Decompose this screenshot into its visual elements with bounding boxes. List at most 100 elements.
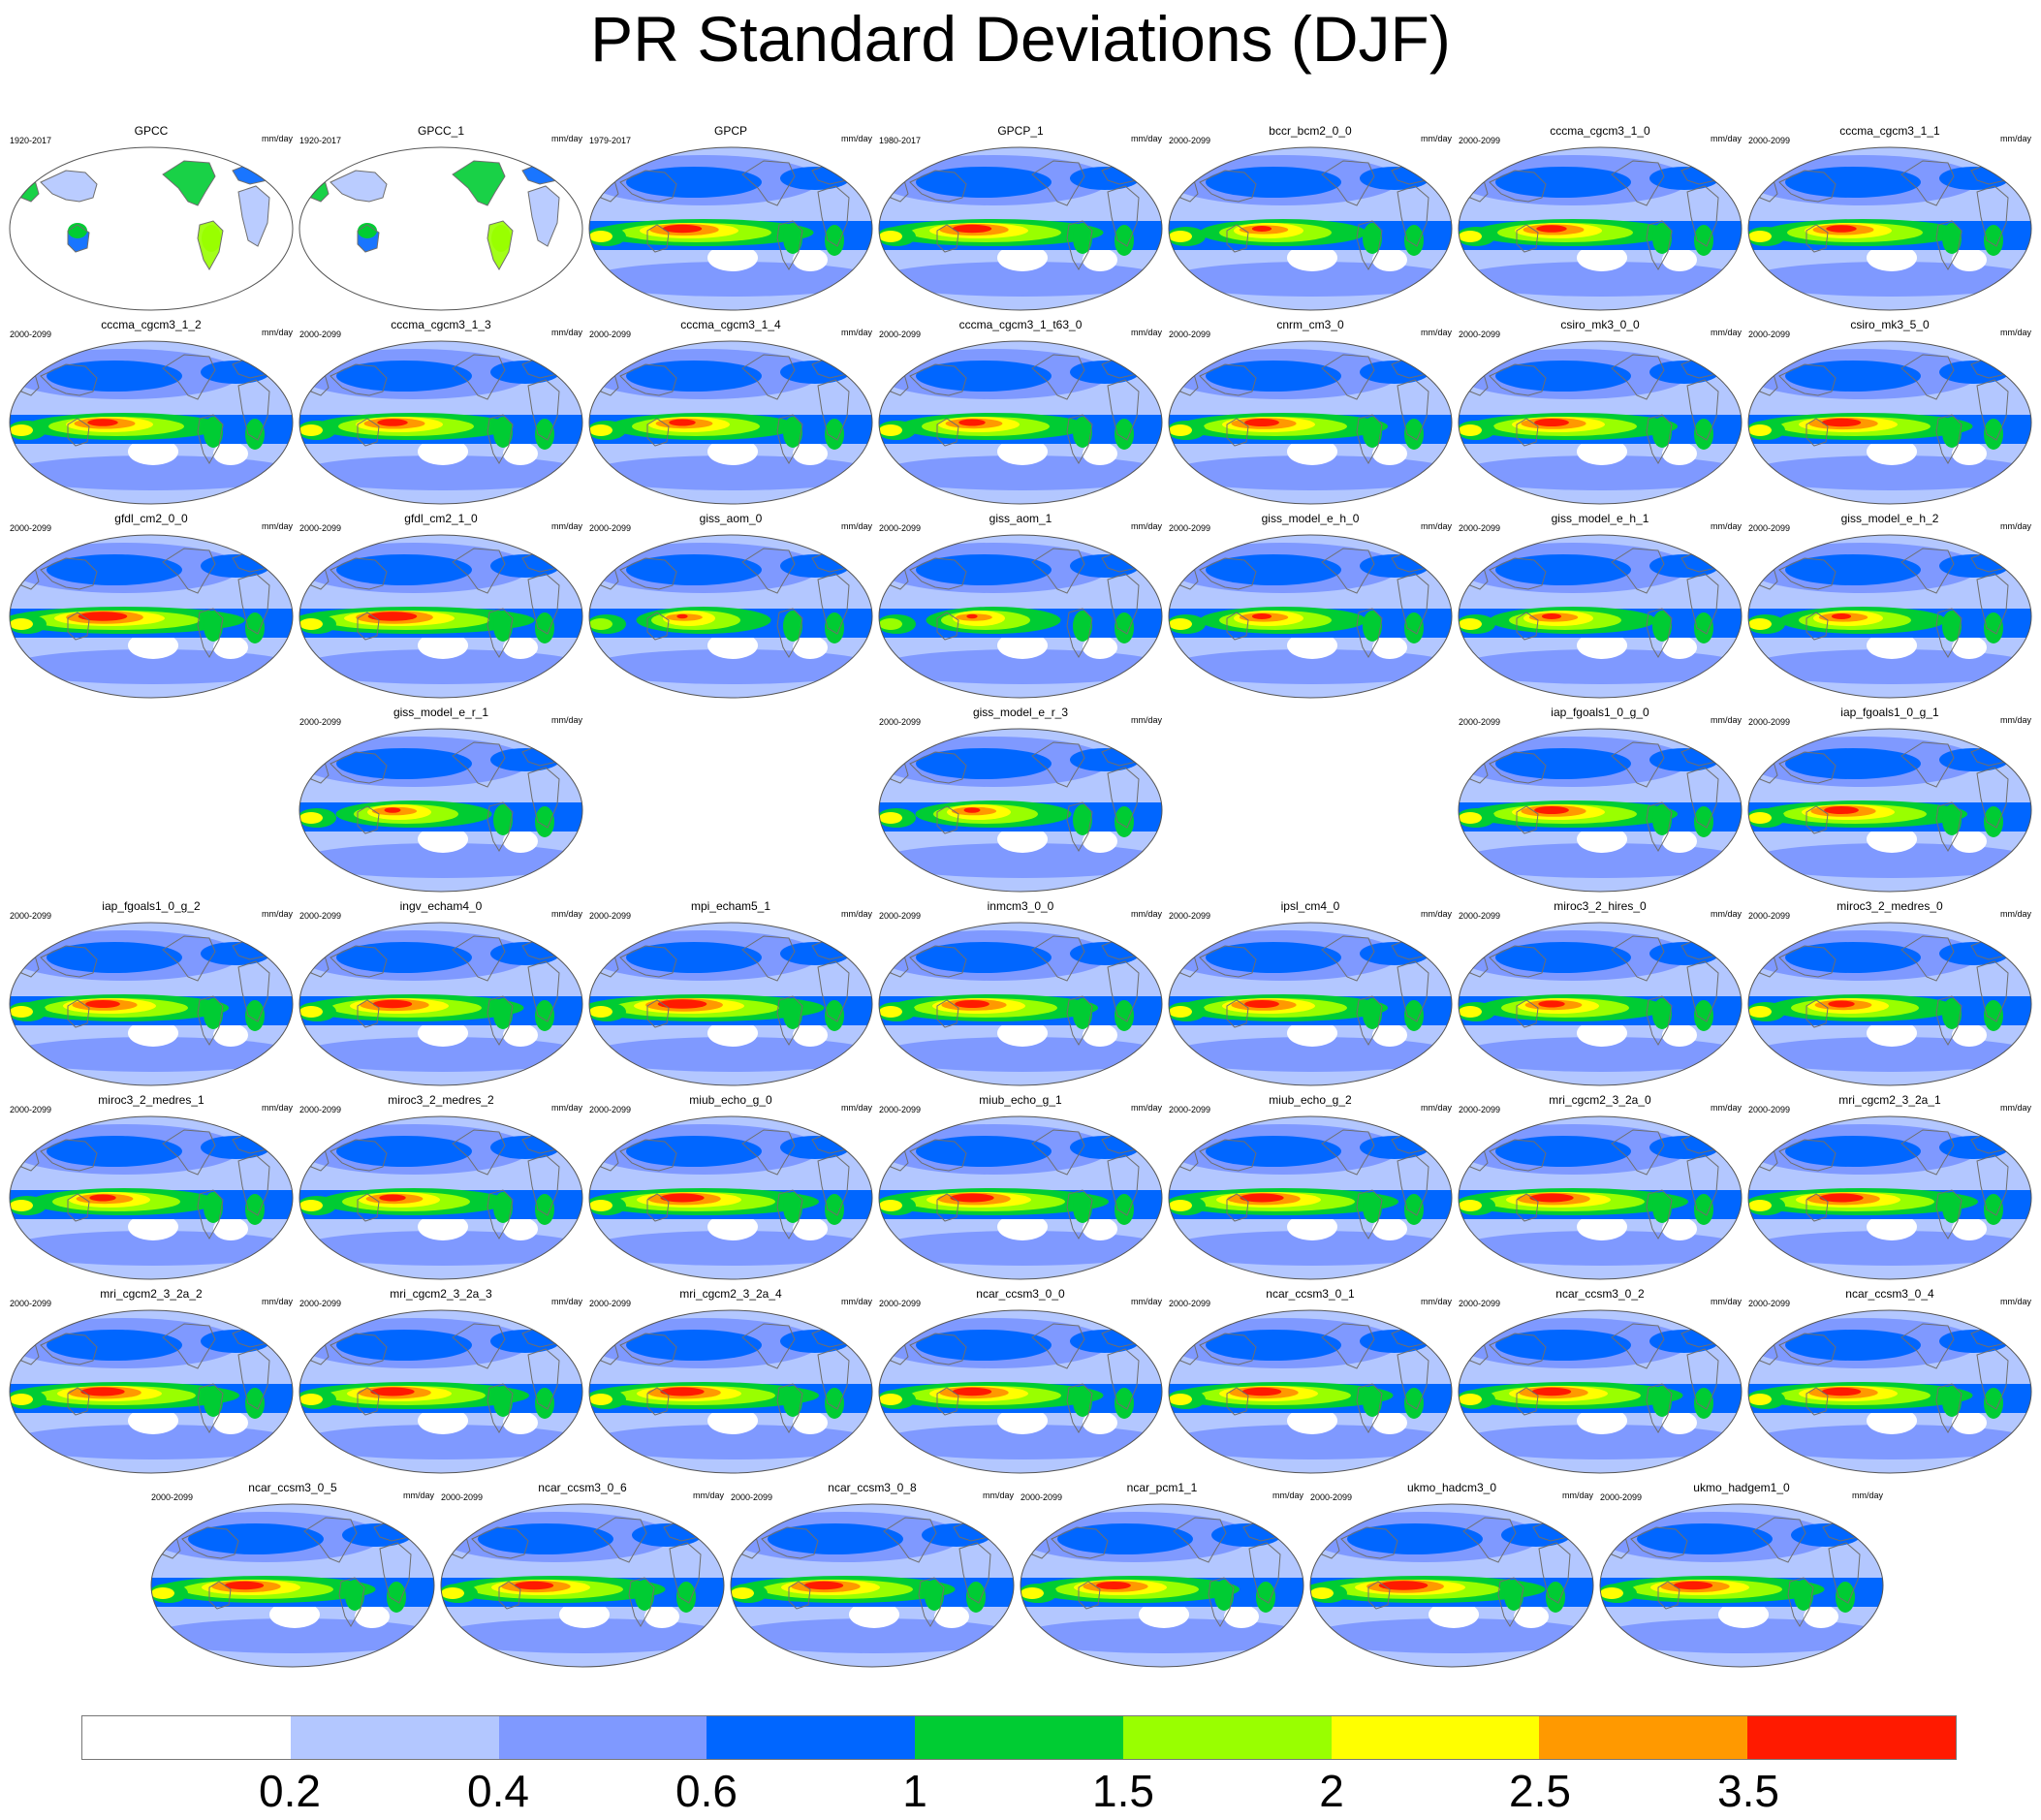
amazon-convection	[1363, 1386, 1382, 1417]
coastline	[1356, 1383, 1383, 1433]
coastline	[1778, 1139, 1837, 1172]
map-border	[298, 1309, 583, 1474]
panel-title: ncar_ccsm3_0_6	[538, 1481, 627, 1494]
dry-zone	[1662, 248, 1697, 271]
map-border	[440, 1503, 725, 1668]
amazon-convection	[1363, 998, 1382, 1029]
coastline	[628, 1577, 655, 1627]
panel-units: mm/day	[261, 134, 293, 143]
coastline	[1900, 1323, 1955, 1369]
coastline	[909, 1139, 967, 1172]
north-atlantic-track	[201, 1136, 270, 1159]
africa-convection	[1404, 612, 1424, 643]
dry-zone	[997, 438, 1048, 465]
map-panel: cccma_cgcm3_1_2 2000-2099 mm/day	[8, 318, 295, 508]
panel-title: GPCP	[713, 124, 747, 138]
coastline	[1066, 1189, 1093, 1239]
map-plot	[9, 340, 294, 505]
africa-convection	[1984, 612, 2003, 643]
coastline	[1935, 1189, 1962, 1239]
panel-title: ingv_echam4_0	[399, 899, 483, 913]
tropical-core-red	[1251, 613, 1272, 619]
coastline	[776, 995, 803, 1046]
africa-convection	[1836, 1582, 1855, 1613]
north-atlantic-track	[632, 1523, 702, 1547]
indian-ocean-core	[299, 424, 323, 436]
map-border	[1020, 1503, 1304, 1668]
coastline	[1611, 935, 1665, 982]
coastline	[1031, 741, 1085, 788]
dry-zone	[934, 1605, 969, 1628]
coastline	[40, 1333, 98, 1365]
coastline	[741, 548, 796, 594]
tropical-core-red	[1378, 1581, 1429, 1590]
dry-zone	[128, 632, 178, 659]
amazon-convection	[1073, 1386, 1092, 1417]
north-atlantic-track	[201, 942, 270, 965]
tropical-core-red	[367, 612, 418, 621]
map-panel: cccma_cgcm3_1_0 2000-2099 mm/day	[1457, 124, 1743, 314]
africa-convection	[1694, 1388, 1713, 1419]
map-border	[298, 146, 583, 311]
panel-units: mm/day	[550, 1103, 582, 1113]
colorbar-segment	[1122, 1716, 1332, 1759]
coastline	[936, 612, 959, 641]
map-border	[1168, 340, 1453, 505]
map-border	[298, 1115, 583, 1280]
indian-ocean-core	[1459, 1394, 1482, 1405]
north-atlantic-track	[1939, 361, 2009, 384]
map-panel: ncar_ccsm3_0_2 2000-2099 mm/day	[1457, 1287, 1743, 1477]
dry-zone	[1083, 1217, 1117, 1240]
coastline	[1199, 557, 1257, 590]
north-pacific-track	[1206, 1330, 1341, 1361]
africa-convection	[387, 1582, 406, 1613]
coastline	[817, 573, 850, 635]
panel-title: ncar_ccsm3_0_1	[1266, 1287, 1355, 1301]
coastline	[162, 160, 216, 206]
north-atlantic-track	[922, 1523, 991, 1547]
north-pacific-track	[1206, 1136, 1341, 1167]
tropical-core-red	[966, 613, 978, 619]
indian-ocean-core	[1748, 1200, 1772, 1211]
north-pacific-track	[916, 1330, 1052, 1361]
coastline	[1935, 220, 1962, 270]
coastline	[1199, 1333, 1257, 1365]
indian-ocean-core	[589, 1006, 612, 1018]
africa-convection	[825, 1000, 844, 1031]
dry-zone	[1577, 244, 1627, 271]
panel-units: mm/day	[1130, 715, 1162, 725]
dry-zone	[213, 1217, 248, 1240]
panel-years: 1979-2017	[589, 136, 632, 145]
indian-ocean-core	[1748, 231, 1772, 242]
map-border	[1747, 922, 2032, 1086]
coastline	[237, 1154, 270, 1216]
map-plot	[730, 1503, 1015, 1668]
coastline	[1611, 354, 1665, 400]
north-pacific-track	[916, 748, 1052, 779]
dry-zone	[707, 1407, 758, 1434]
panel-title: cccma_cgcm3_1_t63_0	[958, 318, 1083, 331]
coastline	[197, 608, 224, 658]
panel-years: 2000-2099	[731, 1492, 773, 1502]
panel-years: 2000-2099	[1600, 1492, 1643, 1502]
map-border	[878, 922, 1163, 1086]
tropical-core-red	[1826, 225, 1857, 233]
north-pacific-track	[1637, 1523, 1773, 1554]
north-atlantic-track	[1939, 1330, 2009, 1353]
coastline	[1248, 1542, 1281, 1604]
map-plot	[1747, 146, 2032, 311]
tropical-core-red	[1536, 225, 1567, 233]
dry-zone	[1867, 1213, 1917, 1240]
coastline	[936, 1193, 959, 1222]
panel-years: 2000-2099	[299, 1105, 342, 1114]
map-plot	[298, 728, 583, 893]
coastline	[357, 612, 380, 641]
panel-years: 2000-2099	[299, 911, 342, 921]
panel-title: iap_fgoals1_0_g_0	[1551, 706, 1649, 719]
dry-zone	[849, 1601, 899, 1628]
dry-zone	[1287, 1213, 1337, 1240]
north-atlantic-track	[1939, 1136, 2009, 1159]
north-atlantic-track	[490, 1136, 560, 1159]
indian-ocean-core	[1459, 1006, 1482, 1018]
indian-ocean-core	[10, 1006, 33, 1018]
